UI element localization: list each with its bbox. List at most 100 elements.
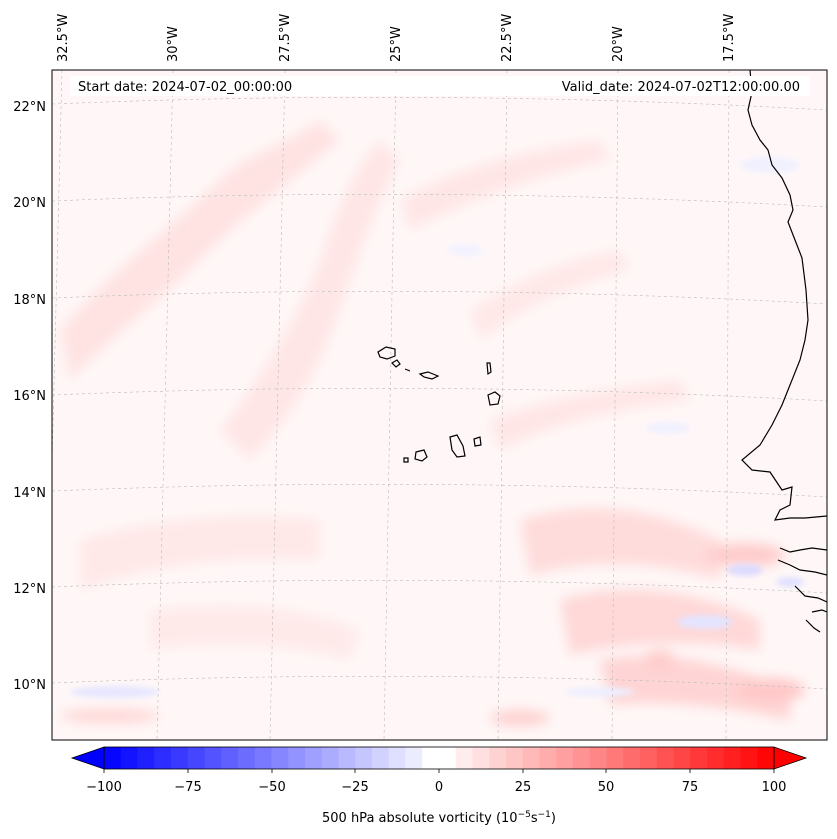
- fogo-island: [414, 449, 428, 462]
- gambia-senegal-coast: [777, 547, 827, 633]
- colorbar-segment: [573, 747, 591, 769]
- vorticity-field: [60, 120, 805, 726]
- colorbar-title-unit: s: [531, 811, 538, 826]
- colorbar-segment: [489, 747, 507, 769]
- colorbar-segment: [640, 747, 658, 769]
- colorbar-segment: [539, 747, 557, 769]
- lat-label-10n: 10°N: [13, 678, 46, 693]
- meridian-20w: [611, 70, 619, 740]
- colorbar-title-exp2: −1: [538, 810, 551, 820]
- colorbar-segment: [271, 747, 289, 769]
- colorbar-segment: [338, 747, 356, 769]
- colorbar-segment: [656, 747, 674, 769]
- colorbar-extend-left: [70, 746, 105, 770]
- colorbar-segment: [204, 747, 222, 769]
- colorbar-segment: [673, 747, 691, 769]
- lat-label-14n: 14°N: [13, 486, 46, 501]
- colorbar-segment: [455, 747, 473, 769]
- colorbar-segment: [372, 747, 390, 769]
- lat-label-18n: 18°N: [13, 293, 46, 308]
- colorbar-tick-labels: −100 −75 −50 −25 0 25 50 75 100: [86, 780, 786, 795]
- colorbar-title-text: 500 hPa absolute vorticity (10: [322, 811, 518, 826]
- lon-label-22-5w: 22.5°W: [500, 14, 515, 62]
- colorbar-segment: [757, 747, 775, 769]
- lat-label-22n: 22°N: [13, 100, 46, 115]
- colorbar-segment: [422, 747, 440, 769]
- parallel-14n: [52, 483, 827, 498]
- colorbar-segment: [606, 747, 624, 769]
- colorbar-tick-label: 75: [682, 780, 699, 795]
- lon-label-17-5w: 17.5°W: [722, 14, 737, 62]
- lat-label-20n: 20°N: [13, 196, 46, 211]
- santo-antao-island: [377, 346, 396, 360]
- boa-vista-island: [487, 391, 501, 406]
- gridlines: [52, 70, 827, 740]
- colorbar-segment: [723, 747, 741, 769]
- colorbar-segment: [187, 747, 205, 769]
- west-africa-coast: [741, 70, 827, 521]
- lat-label-12n: 12°N: [13, 582, 46, 597]
- latitude-labels: 22°N 20°N 18°N 16°N 14°N 12°N 10°N: [13, 100, 46, 693]
- meridian-27-5w: [269, 70, 286, 740]
- colorbar-tick-label: 25: [515, 780, 532, 795]
- santiago-island: [449, 434, 466, 458]
- colorbar-segment: [355, 747, 373, 769]
- colorbar-title-exp1: −5: [518, 810, 531, 820]
- sao-vicente-island: [391, 359, 401, 368]
- colorbar-tick-label: 0: [435, 780, 443, 795]
- colorbar-segment: [405, 747, 423, 769]
- colorbar-segment: [321, 747, 339, 769]
- map-frame: [51, 69, 828, 741]
- colorbar-segment: [690, 747, 708, 769]
- colorbar-segment: [221, 747, 239, 769]
- colorbar-segment: [556, 747, 574, 769]
- colorbar-segment: [137, 747, 155, 769]
- cape-verde-islands: [377, 346, 501, 463]
- coastlines: [377, 70, 827, 633]
- santa-luzia-island: [404, 368, 411, 372]
- negative-vorticity-patches: [70, 157, 804, 698]
- longitude-labels: 32.5°W 30°W 27.5°W 25°W 22.5°W 20°W 17.5…: [56, 14, 737, 62]
- colorbar-segment: [104, 747, 122, 769]
- colorbar-segment: [740, 747, 758, 769]
- meridian-30w: [156, 70, 174, 740]
- colorbar-segment: [707, 747, 725, 769]
- lon-label-32-5w: 32.5°W: [56, 14, 71, 62]
- start-date-label: Start date: 2024-07-02_00:00:00: [78, 80, 292, 95]
- lon-label-20w: 20°W: [611, 26, 626, 62]
- colorbar-segment: [472, 747, 490, 769]
- meridian-17-5w: [725, 70, 730, 740]
- lon-label-30w: 30°W: [166, 26, 181, 62]
- parallel-12n: [52, 579, 827, 594]
- colorbar-ticks: [103, 769, 775, 773]
- colorbar-segments: [104, 747, 775, 769]
- parallel-10n: [52, 675, 827, 690]
- colorbar-tick-label: 100: [762, 780, 787, 795]
- meridian-22-5w: [497, 70, 508, 740]
- colorbar-segment: [522, 747, 540, 769]
- colorbar: −100 −75 −50 −25 0 25 50 75 100 500 hPa …: [70, 746, 808, 826]
- colorbar-segment: [254, 747, 272, 769]
- sao-nicolau-island: [418, 371, 440, 380]
- brava-island: [403, 457, 409, 463]
- sal-island: [486, 362, 492, 376]
- colorbar-tick-label: −25: [341, 780, 368, 795]
- colorbar-segment: [305, 747, 323, 769]
- parallel-22n: [52, 96, 827, 111]
- parallel-16n: [52, 387, 827, 402]
- colorbar-tick-label: −75: [174, 780, 201, 795]
- colorbar-title: 500 hPa absolute vorticity (10−5s−1): [322, 810, 556, 826]
- colorbar-segment: [238, 747, 256, 769]
- colorbar-tick-label: −100: [86, 780, 122, 795]
- colorbar-segment: [388, 747, 406, 769]
- colorbar-segment: [171, 747, 189, 769]
- colorbar-tick-label: 50: [598, 780, 615, 795]
- colorbar-tick-label: −50: [258, 780, 285, 795]
- colorbar-segment: [120, 747, 138, 769]
- meridian-25w: [383, 70, 397, 740]
- info-bar: [70, 76, 810, 96]
- colorbar-title-close: ): [551, 811, 556, 826]
- lon-label-27-5w: 27.5°W: [278, 14, 293, 62]
- map-panel: Start date: 2024-07-02_00:00:00 Valid_da…: [52, 70, 827, 740]
